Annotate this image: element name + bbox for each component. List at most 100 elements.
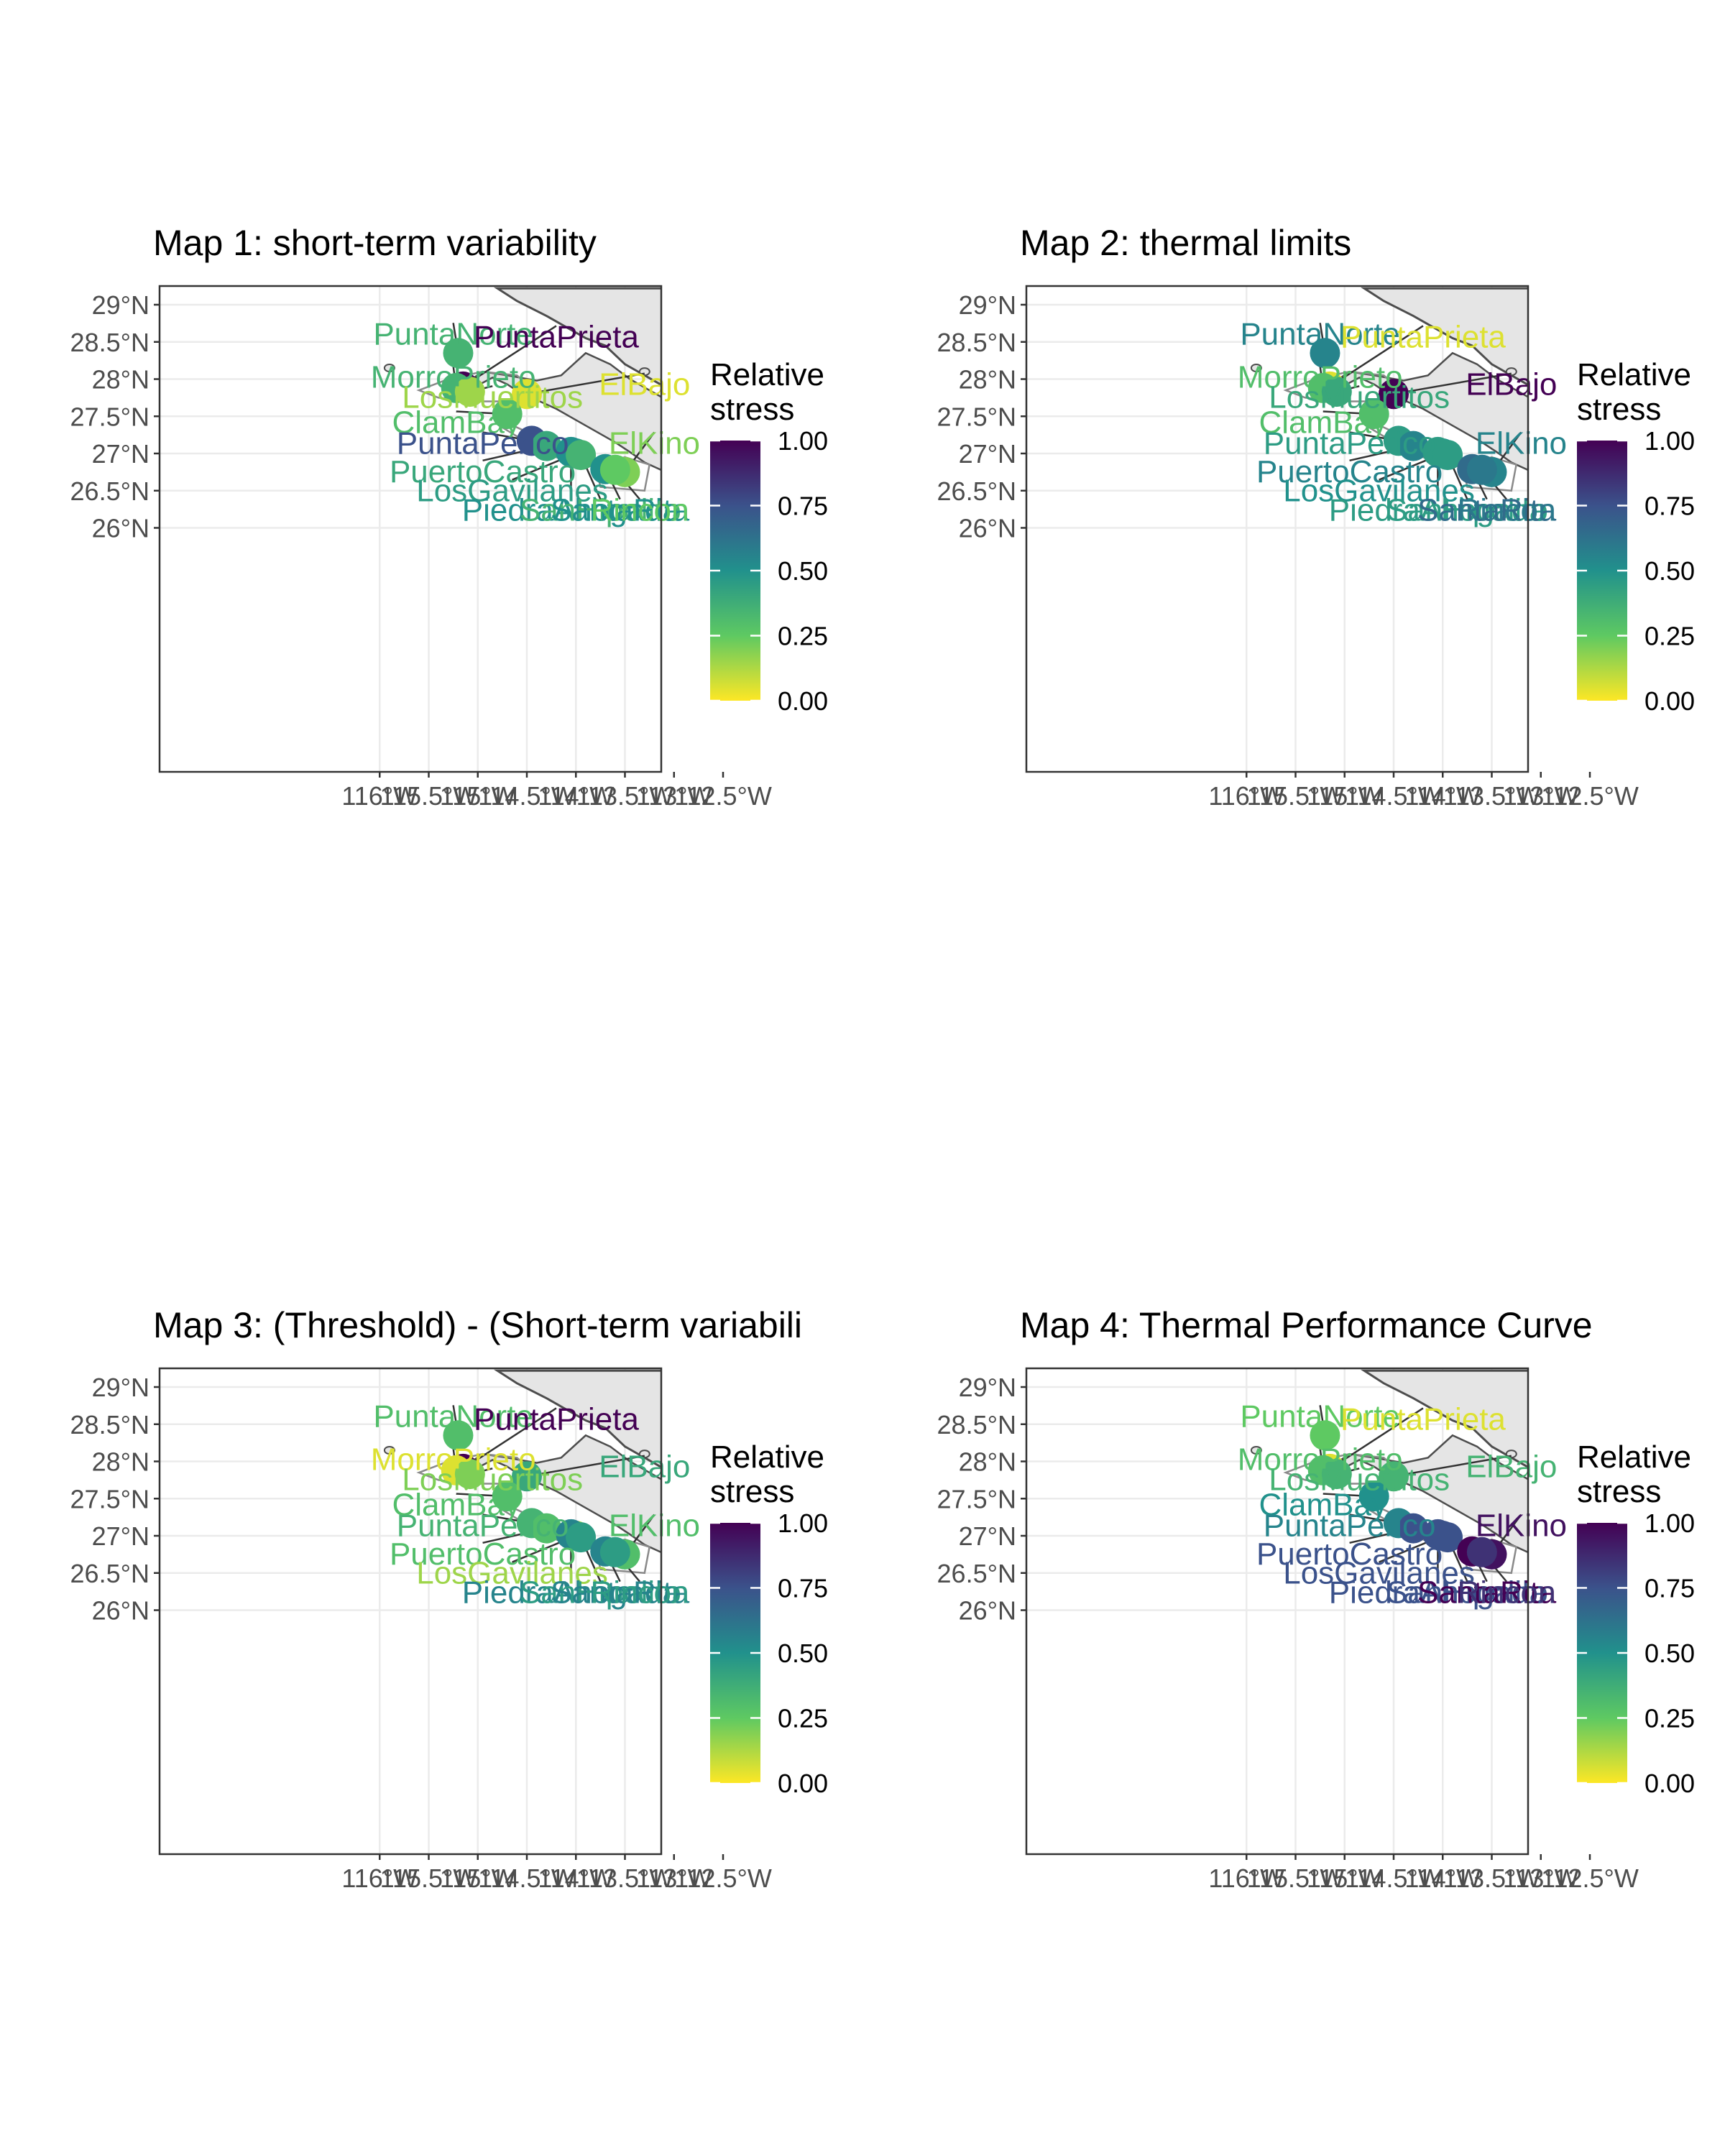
map-title: Map 3: (Threshold) - (Short-term variabi… [153, 1305, 802, 1345]
site-label-losmuertitos: LosMuertitos [1269, 379, 1450, 415]
y-tick-label: 26.5°N [70, 1559, 150, 1588]
site-point-puertocastro [1398, 1513, 1429, 1544]
site-point-puntanorte [1310, 1420, 1340, 1451]
x-tick-label: 113.5°W [576, 1864, 674, 1893]
site-label-rincon: Rincon [1457, 1575, 1555, 1611]
site-label-puntanorte: PuntaNorte [1240, 316, 1400, 351]
legend-tick-label: 1.00 [778, 1508, 828, 1538]
site-point-puertocastro [531, 1513, 562, 1544]
site-point-losmuertitos [1321, 1459, 1352, 1490]
site-label-puertocastro: PuertoCastro [1256, 454, 1443, 489]
site-label-piedraahogada: PiedraAhogada [462, 493, 681, 528]
island [704, 313, 714, 320]
label-leader-line [1393, 372, 1512, 395]
legend-title: Relative [710, 357, 824, 392]
site-label-losgavilanes: LosGavilanes [416, 1556, 608, 1591]
plot-border [1025, 285, 1530, 773]
island [1570, 1395, 1581, 1402]
legend-title: stress [1577, 1474, 1661, 1509]
site-label-elbajo: ElBajo [1466, 1450, 1557, 1485]
y-tick-label: 28°N [92, 365, 150, 395]
site-label-piedraahogada: PiedraAhogada [462, 1575, 681, 1611]
legend-tick-label: 0.25 [1644, 1704, 1695, 1733]
x-tick-label: 113.5°W [1443, 781, 1541, 811]
y-tick-label: 29°N [959, 1373, 1016, 1402]
y-tick-label: 26°N [959, 514, 1016, 543]
x-tick-label: 115°W [440, 781, 516, 811]
x-tick-label: 116°W [341, 1864, 418, 1893]
site-label-santarita: SantaRita [1417, 1575, 1557, 1611]
site-point-clambay [1358, 1481, 1389, 1512]
x-tick-label: 115.5°W [1247, 781, 1345, 811]
x-tick-label: 115°W [1307, 781, 1383, 811]
y-tick-label: 27°N [959, 439, 1016, 469]
site-label-clambay: ClamBay [392, 1487, 520, 1522]
plot-area [1026, 286, 1581, 772]
legend-title: stress [710, 392, 794, 427]
plot-border [1025, 1367, 1530, 1856]
y-tick-label: 29°N [92, 1373, 150, 1402]
site-point-elbajo [512, 379, 542, 410]
label-leader-line [1393, 1455, 1512, 1478]
x-tick-label: 113°W [1503, 1864, 1579, 1893]
island [1250, 363, 1262, 372]
plot-area [160, 1368, 689, 1854]
y-tick-label: 27.5°N [937, 1484, 1016, 1514]
legend-tick-label: 1.00 [1644, 1508, 1695, 1538]
x-tick-label: 113°W [636, 781, 712, 811]
site-label-puntanorte: PuntaNorte [373, 316, 533, 351]
legend-tick-label: 0.00 [1644, 686, 1695, 716]
x-tick-label: 115.5°W [380, 1864, 478, 1893]
x-tick-label: 115.5°W [380, 781, 478, 811]
site-label-elkino: ElKino [1476, 425, 1567, 461]
x-tick-label: 114.5°W [478, 781, 576, 811]
site-point-losmuertitos [454, 377, 485, 407]
legend-tick-label: 0.75 [1644, 492, 1695, 521]
site-point-losmuertitos [454, 1459, 485, 1490]
island [1545, 342, 1555, 349]
legend-tick-label: 0.50 [778, 1639, 828, 1668]
legend-tick-label: 0.75 [778, 1574, 828, 1603]
site-label-santarita: SantaRita [1417, 493, 1557, 528]
site-point-elbajo [1379, 379, 1409, 410]
site-point-sanhipolito [1432, 1522, 1463, 1553]
y-tick-label: 27°N [959, 1521, 1016, 1551]
site-label-losmuertitos: LosMuertitos [402, 379, 583, 415]
land-mainland [1360, 1369, 1528, 1469]
label-leader-line [1329, 1407, 1424, 1470]
x-tick-label: 113.5°W [576, 781, 674, 811]
x-tick-label: 113.5°W [1443, 1864, 1541, 1893]
site-point-sanhipolito [566, 1522, 597, 1553]
site-label-losgavilanes: LosGavilanes [416, 474, 608, 509]
site-label-puntanorte: PuntaNorte [373, 1399, 533, 1434]
y-tick-label: 26°N [92, 514, 150, 543]
y-tick-label: 28.5°N [70, 328, 150, 357]
site-label-puntaperico: PuntaPerico [1264, 425, 1436, 461]
x-tick-label: 114.5°W [1345, 781, 1443, 811]
map-panel-3: Map 3: (Threshold) - (Short-term variabi… [70, 1305, 829, 1893]
island [1545, 1424, 1555, 1432]
legend-tick-label: 0.50 [778, 556, 828, 586]
legend-tick-label: 0.00 [778, 1769, 828, 1798]
label-leader-line [526, 1455, 645, 1478]
site-label-puntaprieta: PuntaPrieta [1340, 1401, 1506, 1437]
map-title: Map 4: Thermal Performance Curve [1020, 1305, 1593, 1345]
site-label-losgavilanes: LosGavilanes [1283, 474, 1475, 509]
site-label-clambay: ClamBay [392, 405, 520, 440]
x-tick-label: 114.5°W [478, 1864, 576, 1893]
plot-border [158, 1367, 663, 1856]
y-tick-label: 26.5°N [937, 1559, 1016, 1588]
x-tick-label: 115°W [1307, 1864, 1383, 1893]
legend-title: Relative [1577, 357, 1691, 392]
site-point-puertocastro [531, 430, 562, 461]
island [1570, 313, 1581, 320]
site-label-morroprieto: MorroPrieto [1238, 1442, 1403, 1477]
island [678, 342, 689, 349]
site-label-piedraahogada: PiedraAhogada [1329, 493, 1547, 528]
site-label-elkino: ElKino [609, 425, 700, 461]
map-title: Map 1: short-term variability [153, 223, 597, 263]
site-point-sanhipolito [1432, 440, 1463, 471]
island [678, 1424, 689, 1432]
legend-tick-label: 0.75 [1644, 1574, 1695, 1603]
site-label-elkino: ElKino [609, 1508, 700, 1543]
